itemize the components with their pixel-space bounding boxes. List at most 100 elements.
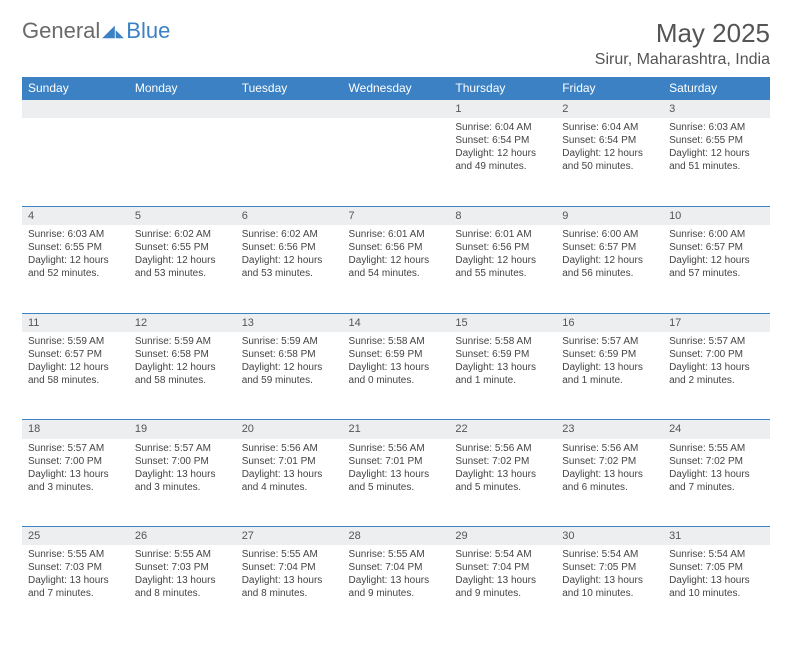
calendar-body: 123Sunrise: 6:04 AMSunset: 6:54 PMDaylig… bbox=[22, 100, 770, 634]
day-content-cell: Sunrise: 5:55 AMSunset: 7:03 PMDaylight:… bbox=[129, 545, 236, 633]
day1-text: Daylight: 13 hours bbox=[28, 574, 123, 587]
day-number-row: 45678910 bbox=[22, 206, 770, 225]
day-number-cell: 29 bbox=[449, 527, 556, 546]
sunrise-text: Sunrise: 5:54 AM bbox=[455, 548, 550, 561]
day-content-row: Sunrise: 5:55 AMSunset: 7:03 PMDaylight:… bbox=[22, 545, 770, 633]
sunrise-text: Sunrise: 6:01 AM bbox=[349, 228, 444, 241]
day-number-cell: 21 bbox=[343, 420, 450, 439]
day-number-cell: 12 bbox=[129, 313, 236, 332]
day-number-cell: 18 bbox=[22, 420, 129, 439]
day1-text: Daylight: 13 hours bbox=[455, 574, 550, 587]
sunset-text: Sunset: 7:02 PM bbox=[455, 455, 550, 468]
day-number-cell: 30 bbox=[556, 527, 663, 546]
day-content-cell: Sunrise: 5:58 AMSunset: 6:59 PMDaylight:… bbox=[343, 332, 450, 420]
sunrise-text: Sunrise: 5:55 AM bbox=[135, 548, 230, 561]
day-content-cell: Sunrise: 5:57 AMSunset: 7:00 PMDaylight:… bbox=[129, 439, 236, 527]
day2-text: and 5 minutes. bbox=[349, 481, 444, 494]
day-content-cell: Sunrise: 6:04 AMSunset: 6:54 PMDaylight:… bbox=[449, 118, 556, 206]
day-content-cell: Sunrise: 6:01 AMSunset: 6:56 PMDaylight:… bbox=[343, 225, 450, 313]
day-content-cell: Sunrise: 5:56 AMSunset: 7:02 PMDaylight:… bbox=[556, 439, 663, 527]
day2-text: and 8 minutes. bbox=[242, 587, 337, 600]
day-number-cell: 8 bbox=[449, 206, 556, 225]
sunrise-text: Sunrise: 6:04 AM bbox=[562, 121, 657, 134]
title-block: May 2025 Sirur, Maharashtra, India bbox=[595, 18, 770, 69]
day2-text: and 10 minutes. bbox=[562, 587, 657, 600]
day1-text: Daylight: 13 hours bbox=[455, 468, 550, 481]
day1-text: Daylight: 13 hours bbox=[135, 468, 230, 481]
day-content-cell: Sunrise: 5:55 AMSunset: 7:04 PMDaylight:… bbox=[236, 545, 343, 633]
calendar-page: General Blue May 2025 Sirur, Maharashtra… bbox=[0, 0, 792, 651]
day-content-cell: Sunrise: 5:59 AMSunset: 6:58 PMDaylight:… bbox=[129, 332, 236, 420]
day-header: Wednesday bbox=[343, 77, 450, 100]
day2-text: and 0 minutes. bbox=[349, 374, 444, 387]
day2-text: and 9 minutes. bbox=[349, 587, 444, 600]
day-content-cell: Sunrise: 5:56 AMSunset: 7:02 PMDaylight:… bbox=[449, 439, 556, 527]
day-header: Saturday bbox=[663, 77, 770, 100]
day1-text: Daylight: 12 hours bbox=[28, 254, 123, 267]
sunset-text: Sunset: 6:54 PM bbox=[562, 134, 657, 147]
month-title: May 2025 bbox=[595, 18, 770, 49]
day-number-row: 123 bbox=[22, 100, 770, 119]
sunrise-text: Sunrise: 6:03 AM bbox=[669, 121, 764, 134]
sunset-text: Sunset: 6:56 PM bbox=[242, 241, 337, 254]
day-content-cell bbox=[343, 118, 450, 206]
day1-text: Daylight: 12 hours bbox=[455, 254, 550, 267]
day-content-cell: Sunrise: 6:03 AMSunset: 6:55 PMDaylight:… bbox=[22, 225, 129, 313]
day-number-cell: 3 bbox=[663, 100, 770, 119]
sunset-text: Sunset: 7:03 PM bbox=[28, 561, 123, 574]
day-number-cell: 27 bbox=[236, 527, 343, 546]
sunset-text: Sunset: 6:58 PM bbox=[135, 348, 230, 361]
day-number-row: 11121314151617 bbox=[22, 313, 770, 332]
day-number-cell: 11 bbox=[22, 313, 129, 332]
day1-text: Daylight: 13 hours bbox=[562, 574, 657, 587]
day-number-cell: 31 bbox=[663, 527, 770, 546]
day2-text: and 56 minutes. bbox=[562, 267, 657, 280]
day-number-cell: 19 bbox=[129, 420, 236, 439]
day2-text: and 54 minutes. bbox=[349, 267, 444, 280]
day-content-cell: Sunrise: 5:55 AMSunset: 7:02 PMDaylight:… bbox=[663, 439, 770, 527]
brand-triangle-icon bbox=[102, 22, 124, 40]
day2-text: and 59 minutes. bbox=[242, 374, 337, 387]
day-number-row: 18192021222324 bbox=[22, 420, 770, 439]
sunrise-text: Sunrise: 5:54 AM bbox=[669, 548, 764, 561]
day-number-cell: 5 bbox=[129, 206, 236, 225]
brand-name-1: General bbox=[22, 18, 100, 44]
sunset-text: Sunset: 6:59 PM bbox=[349, 348, 444, 361]
sunrise-text: Sunrise: 5:55 AM bbox=[28, 548, 123, 561]
sunset-text: Sunset: 7:02 PM bbox=[562, 455, 657, 468]
day-content-cell bbox=[22, 118, 129, 206]
page-header: General Blue May 2025 Sirur, Maharashtra… bbox=[22, 18, 770, 69]
sunset-text: Sunset: 7:02 PM bbox=[669, 455, 764, 468]
day1-text: Daylight: 13 hours bbox=[349, 361, 444, 374]
day2-text: and 3 minutes. bbox=[135, 481, 230, 494]
day-number-cell: 2 bbox=[556, 100, 663, 119]
day1-text: Daylight: 13 hours bbox=[669, 468, 764, 481]
day-content-cell: Sunrise: 5:55 AMSunset: 7:04 PMDaylight:… bbox=[343, 545, 450, 633]
day-content-cell: Sunrise: 6:02 AMSunset: 6:55 PMDaylight:… bbox=[129, 225, 236, 313]
day1-text: Daylight: 13 hours bbox=[349, 468, 444, 481]
day-number-cell: 20 bbox=[236, 420, 343, 439]
day-number-cell: 4 bbox=[22, 206, 129, 225]
brand-logo: General Blue bbox=[22, 18, 170, 44]
sunrise-text: Sunrise: 6:02 AM bbox=[135, 228, 230, 241]
sunrise-text: Sunrise: 5:59 AM bbox=[242, 335, 337, 348]
sunrise-text: Sunrise: 5:58 AM bbox=[455, 335, 550, 348]
sunrise-text: Sunrise: 5:55 AM bbox=[669, 442, 764, 455]
day2-text: and 55 minutes. bbox=[455, 267, 550, 280]
day2-text: and 50 minutes. bbox=[562, 160, 657, 173]
day-content-cell: Sunrise: 6:01 AMSunset: 6:56 PMDaylight:… bbox=[449, 225, 556, 313]
day-number-cell: 1 bbox=[449, 100, 556, 119]
day1-text: Daylight: 12 hours bbox=[669, 254, 764, 267]
sunrise-text: Sunrise: 5:57 AM bbox=[669, 335, 764, 348]
day1-text: Daylight: 13 hours bbox=[669, 574, 764, 587]
day1-text: Daylight: 13 hours bbox=[562, 468, 657, 481]
day-number-cell: 9 bbox=[556, 206, 663, 225]
sunset-text: Sunset: 6:56 PM bbox=[455, 241, 550, 254]
day-number-cell: 23 bbox=[556, 420, 663, 439]
day2-text: and 58 minutes. bbox=[135, 374, 230, 387]
sunset-text: Sunset: 7:04 PM bbox=[455, 561, 550, 574]
sunset-text: Sunset: 6:57 PM bbox=[562, 241, 657, 254]
day-content-cell: Sunrise: 5:59 AMSunset: 6:57 PMDaylight:… bbox=[22, 332, 129, 420]
calendar-table: Sunday Monday Tuesday Wednesday Thursday… bbox=[22, 77, 770, 633]
day-number-cell: 14 bbox=[343, 313, 450, 332]
